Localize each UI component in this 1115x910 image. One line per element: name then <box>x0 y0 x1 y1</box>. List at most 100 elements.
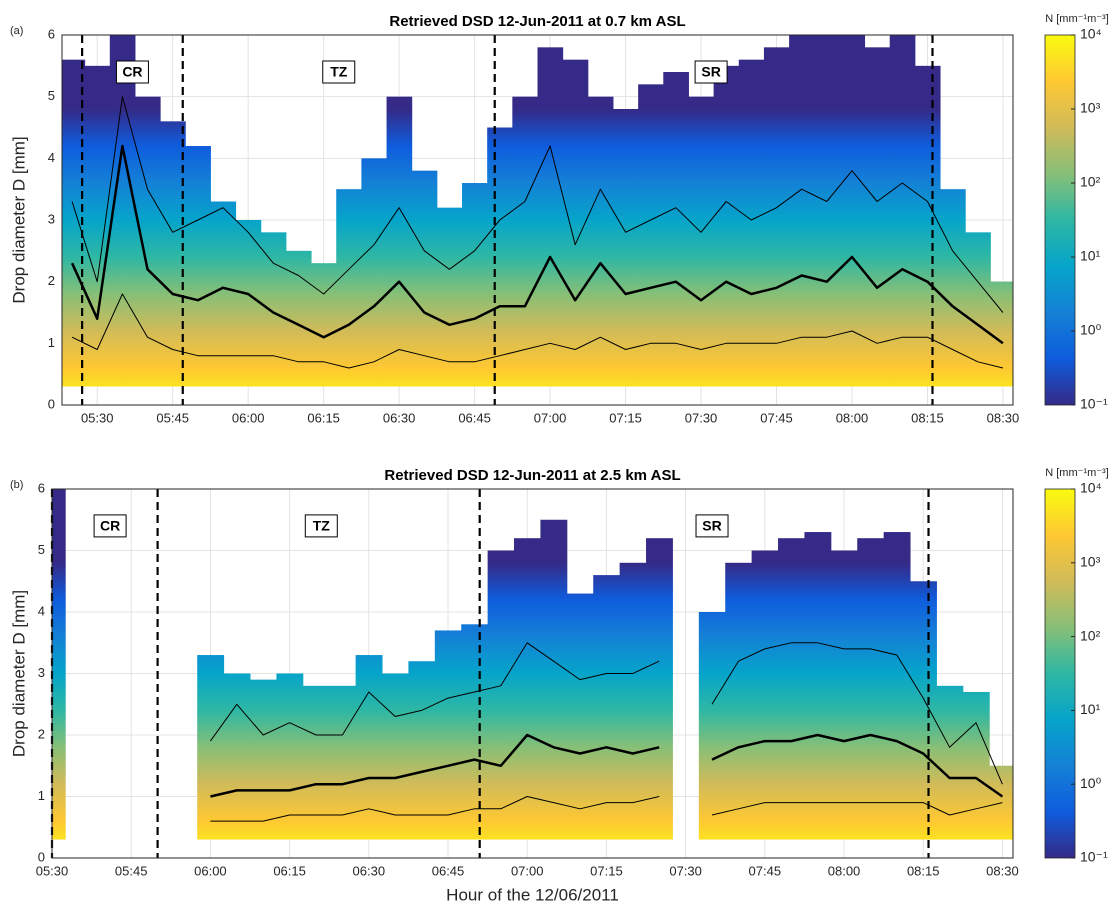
dsd-column <box>688 96 715 387</box>
colorbar <box>1044 34 1076 406</box>
colorbar-tick-label: 10⁴ <box>1080 480 1102 496</box>
x-tick-label: 07:00 <box>511 863 544 878</box>
dsd-column <box>804 532 832 840</box>
dsd-column <box>857 538 885 840</box>
dsd-column <box>223 673 251 840</box>
dsd-column <box>382 673 409 840</box>
annotation: TZ <box>313 518 331 534</box>
x-tick-label: 06:30 <box>383 410 416 425</box>
x-tick-label: 06:15 <box>273 863 306 878</box>
annotation-box <box>695 514 729 538</box>
x-tick-label: 08:00 <box>828 863 861 878</box>
x-tick-label: 05:30 <box>36 863 69 878</box>
y-tick-label: 6 <box>48 26 55 41</box>
panel-label: (a) <box>10 25 23 37</box>
dsd-column <box>738 59 765 387</box>
dsd-column <box>329 685 357 840</box>
heatmap <box>52 489 1013 840</box>
annotation-box <box>694 60 728 84</box>
dsd-column <box>160 121 186 387</box>
annotation: TZ <box>330 64 348 80</box>
dsd-column <box>540 519 568 840</box>
annotation: CR <box>122 64 142 80</box>
chart-title: Retrieved DSD 12-Jun-2011 at 2.5 km ASL <box>384 467 680 484</box>
annotation-box <box>93 514 127 538</box>
x-tick-label: 06:15 <box>307 410 340 425</box>
annotation-box <box>115 60 149 84</box>
y-tick-label: 2 <box>38 726 45 741</box>
panel-label: (b) <box>10 479 23 491</box>
dsd-column <box>587 96 614 387</box>
colorbar-tick-label: 10¹ <box>1080 248 1101 264</box>
quantile-line <box>209 642 1003 785</box>
x-tick-label: 06:45 <box>458 410 491 425</box>
dsd-column <box>235 220 262 387</box>
colorbar-tick-label: 10² <box>1080 174 1101 190</box>
dsd-column <box>562 59 589 387</box>
dsd-column <box>646 538 673 840</box>
dsd-column <box>512 96 538 387</box>
colorbar <box>1044 488 1076 859</box>
dsd-column <box>62 59 86 387</box>
dsd-column <box>763 47 790 387</box>
x-tick-label: 08:30 <box>986 863 1019 878</box>
dsd-column <box>965 232 991 387</box>
x-tick-label: 06:30 <box>353 863 386 878</box>
quantile-line <box>70 144 1004 345</box>
dsd-column <box>663 72 689 387</box>
annotation-box <box>304 514 338 538</box>
dsd-column <box>751 550 779 840</box>
colorbar-tick-label: 10⁴ <box>1080 26 1102 42</box>
y-tick-label: 1 <box>48 335 55 350</box>
x-tick-label: 07:30 <box>685 410 718 425</box>
dsd-column <box>260 232 287 387</box>
colorbar-tick-label: 10³ <box>1080 100 1101 116</box>
colorbar-tick-label: 10³ <box>1080 554 1101 570</box>
dsd-column <box>361 158 388 387</box>
y-tick-label: 2 <box>48 273 55 288</box>
y-tick-label: 0 <box>38 849 45 864</box>
colorbar-tick-label: 10⁰ <box>1080 322 1102 338</box>
colorbar-label: N [mm⁻¹m⁻³] <box>1045 467 1109 479</box>
dsd-column <box>386 96 413 387</box>
dsd-column <box>839 35 866 387</box>
dsd-column <box>537 47 564 387</box>
colorbar-tick-label: 10¹ <box>1080 701 1101 717</box>
dsd-column <box>210 201 237 387</box>
axes-box <box>61 34 1014 406</box>
dsd-column <box>566 593 594 840</box>
x-tick-label: 05:45 <box>115 863 148 878</box>
colorbar-tick-label: 10⁻¹ <box>1080 849 1108 865</box>
dsd-column <box>864 47 891 387</box>
dsd-column <box>698 612 726 840</box>
y-tick-label: 0 <box>48 396 55 411</box>
dsd-column <box>134 96 161 387</box>
dsd-column <box>830 550 858 840</box>
dsd-column <box>487 550 515 840</box>
y-tick-label: 3 <box>48 211 55 226</box>
colorbar-tick-label: 10² <box>1080 627 1101 643</box>
dsd-column <box>311 263 337 387</box>
dsd-column <box>612 109 639 387</box>
dsd-column <box>962 691 990 840</box>
dsd-column <box>52 489 66 840</box>
y-tick-label: 5 <box>48 88 55 103</box>
y-tick-label: 1 <box>38 788 45 803</box>
x-tick-label: 07:45 <box>760 410 793 425</box>
dsd-column <box>936 685 964 840</box>
x-tick-label: 05:45 <box>156 410 189 425</box>
dsd-column <box>408 661 436 840</box>
quantile-line <box>210 733 1004 798</box>
x-tick-label: 05:30 <box>81 410 114 425</box>
dsd-column <box>434 630 462 840</box>
x-tick-label: 08:15 <box>911 410 944 425</box>
annotation: SR <box>701 64 720 80</box>
dsd-column <box>889 35 916 387</box>
y-axis-label: Drop diameter D [mm] <box>9 136 28 303</box>
dsd-column <box>940 189 966 387</box>
dsd-column <box>250 679 277 840</box>
x-tick-label: 07:00 <box>534 410 567 425</box>
y-tick-label: 4 <box>38 603 45 618</box>
y-tick-label: 4 <box>48 150 55 165</box>
